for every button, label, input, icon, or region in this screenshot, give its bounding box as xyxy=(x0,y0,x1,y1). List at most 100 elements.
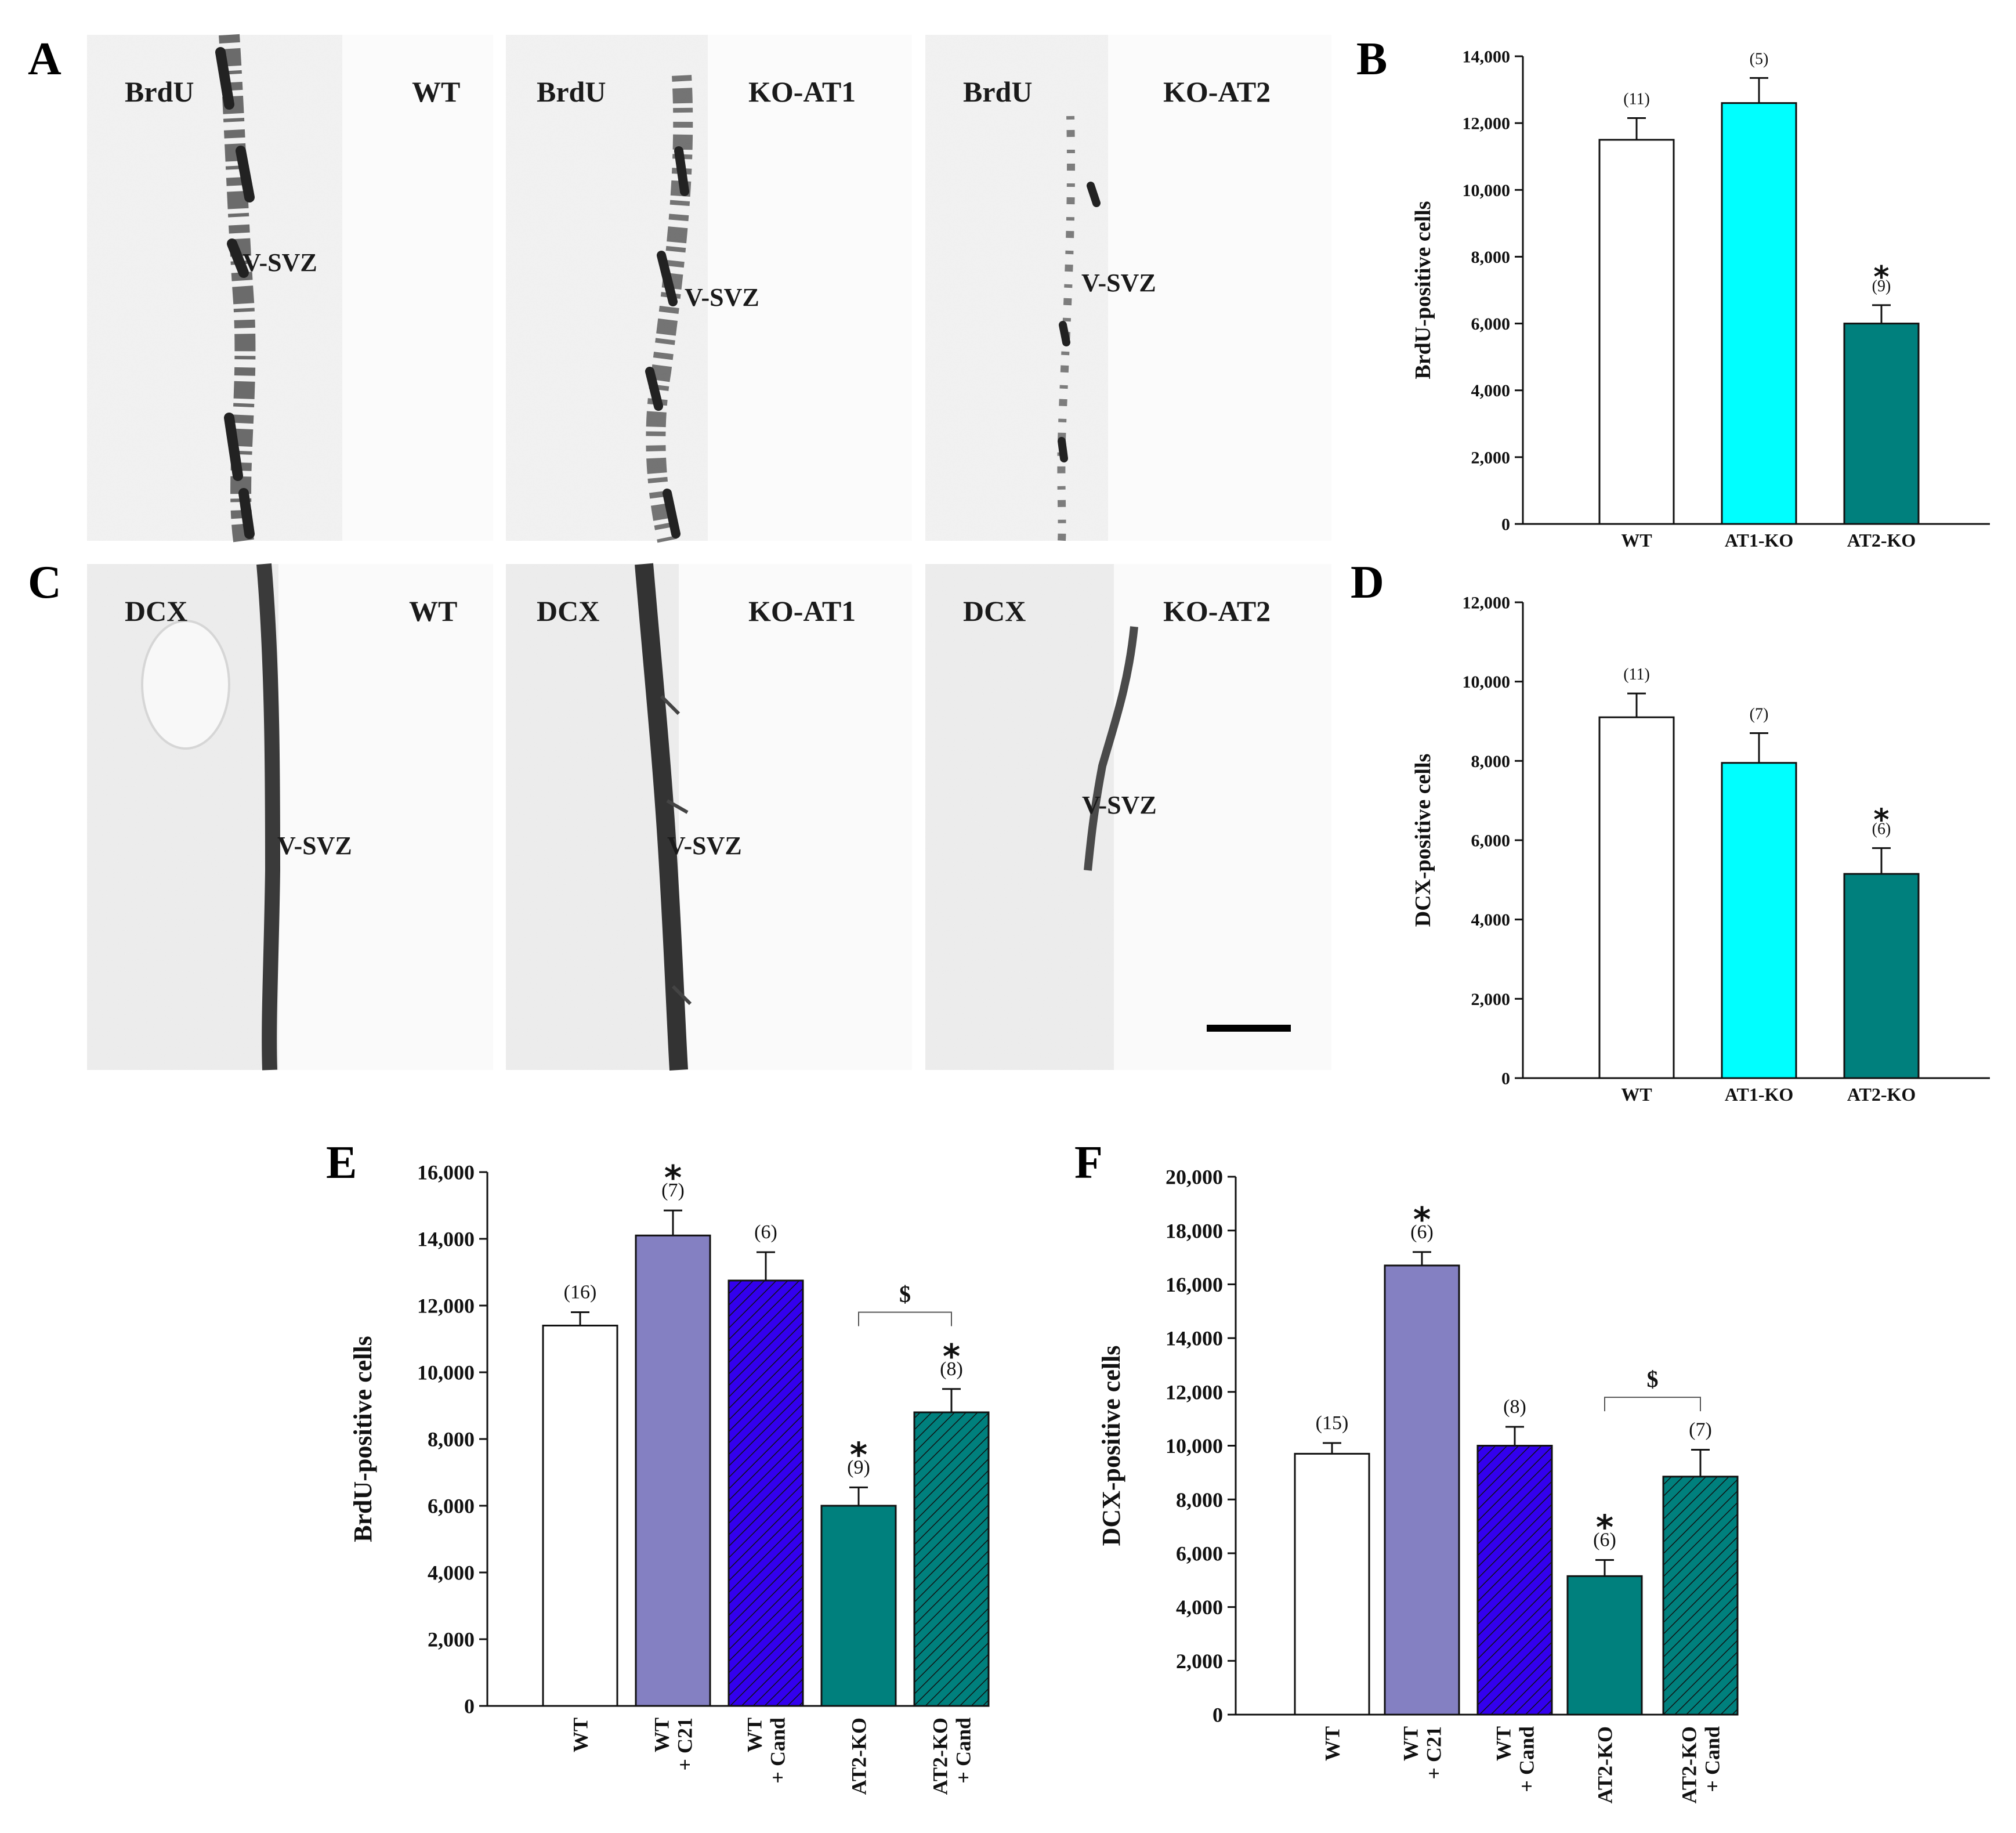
bar xyxy=(542,1325,618,1707)
comparison-bracket xyxy=(1604,1397,1701,1412)
bar xyxy=(635,1234,711,1707)
y-tick-label: 10,000 xyxy=(417,1361,475,1384)
sample-size-label: (7) xyxy=(661,1180,685,1201)
dcx-positive-band xyxy=(256,563,281,1071)
significance-marker: * xyxy=(1596,1507,1613,1547)
x-category-label: + Cand xyxy=(766,1718,790,1784)
micrograph-dcx-ko-at1: DCX KO-AT1 V-SVZ xyxy=(506,563,912,1071)
micrograph-brdu-ko-at1: BrdU KO-AT1 V-SVZ xyxy=(506,35,912,543)
y-tick-label: 0 xyxy=(1501,1069,1510,1089)
panel-a: A BrdU WT V-SVZ BrdU KO-AT1 V-SVZ xyxy=(28,34,1331,543)
y-axis-title: DCX-positive cells xyxy=(1411,754,1435,927)
y-axis-title: DCX-positive cells xyxy=(1097,1346,1125,1546)
bar xyxy=(820,1505,897,1707)
x-category-label: WT xyxy=(1492,1726,1515,1761)
y-tick-label: 8,000 xyxy=(1471,248,1511,267)
bar xyxy=(1721,762,1797,1079)
zone-label: V-SVZ xyxy=(243,248,317,277)
x-category-label: AT1-KO xyxy=(1725,1084,1794,1105)
y-tick-label: 12,000 xyxy=(1463,594,1511,613)
ventricle-lumen xyxy=(679,564,912,1070)
ventricle-lumen xyxy=(1108,35,1331,541)
genotype-label: KO-AT2 xyxy=(1163,595,1271,627)
y-tick-label: 14,000 xyxy=(1463,48,1511,67)
x-category-label: AT2-KO xyxy=(1678,1726,1701,1803)
zone-label: V-SVZ xyxy=(1081,269,1156,297)
sample-size-label: (6) xyxy=(1593,1529,1616,1550)
x-category-label: AT2-KO xyxy=(929,1718,952,1795)
ventricle-lumen xyxy=(1114,564,1331,1070)
significance-marker: * xyxy=(850,1435,867,1474)
brdu-positive-nuclei xyxy=(645,146,689,538)
bar-hatch xyxy=(729,1280,803,1706)
y-axis-title: BrdU-positive cells xyxy=(349,1336,377,1542)
x-category-label: WT xyxy=(1621,1084,1652,1105)
comparison-marker: $ xyxy=(1647,1366,1659,1392)
y-tick-label: 4,000 xyxy=(1176,1596,1223,1619)
x-category-label: + Cand xyxy=(1515,1726,1539,1792)
brdu-positive-nuclei xyxy=(1058,182,1101,462)
dcx-positive-band xyxy=(1084,626,1138,871)
stain-label: BrdU xyxy=(537,75,606,108)
bar xyxy=(1598,716,1675,1079)
y-tick-label: 10,000 xyxy=(1463,673,1511,692)
y-tick-label: 0 xyxy=(464,1695,475,1718)
y-tick-label: 12,000 xyxy=(1166,1380,1223,1404)
significance-marker: * xyxy=(1873,803,1889,838)
sample-size-label: (9) xyxy=(847,1456,870,1478)
sample-size-label: (7) xyxy=(1689,1419,1712,1440)
x-category-label: AT2-KO xyxy=(1594,1726,1617,1803)
y-tick-label: 4,000 xyxy=(428,1561,475,1585)
ventricle-lumen xyxy=(708,35,912,541)
bar-hatch xyxy=(1663,1476,1738,1715)
x-category-label: WT xyxy=(1399,1726,1423,1761)
dcx-positive-band xyxy=(635,563,688,1071)
y-tick-label: 14,000 xyxy=(1166,1327,1223,1350)
y-tick-label: 16,000 xyxy=(417,1161,475,1184)
panel-letter-f: F xyxy=(1074,1137,1103,1188)
micrograph-dcx-ko-at2: DCX KO-AT2 V-SVZ xyxy=(925,564,1331,1070)
neuronal-processes xyxy=(660,695,692,1006)
zone-label: V-SVZ xyxy=(667,831,742,860)
panel-letter-b: B xyxy=(1356,34,1387,85)
sample-size-label: (6) xyxy=(754,1221,777,1243)
blood-vessel xyxy=(141,620,230,750)
bar xyxy=(1598,139,1675,525)
x-category-label: WT xyxy=(1621,530,1652,551)
genotype-label: KO-AT1 xyxy=(748,595,856,627)
sample-size-label: (11) xyxy=(1623,666,1650,684)
comparison-bracket xyxy=(858,1311,952,1326)
y-tick-label: 2,000 xyxy=(1471,448,1511,467)
stain-label: DCX xyxy=(125,595,187,627)
zone-label: V-SVZ xyxy=(685,283,759,312)
sample-size-label: (15) xyxy=(1316,1412,1349,1434)
ventricle-lumen xyxy=(278,564,493,1070)
y-tick-label: 4,000 xyxy=(1471,910,1511,930)
y-tick-label: 12,000 xyxy=(1463,114,1511,133)
y-tick-label: 2,000 xyxy=(428,1628,475,1651)
y-tick-label: 8,000 xyxy=(1176,1488,1223,1512)
panel-letter-c: C xyxy=(28,557,61,608)
y-tick-label: 8,000 xyxy=(1471,752,1511,771)
genotype-label: WT xyxy=(412,75,460,108)
genotype-label: KO-AT1 xyxy=(748,75,856,108)
sample-size-label: (11) xyxy=(1623,91,1650,109)
genotype-label: WT xyxy=(409,595,457,627)
x-category-label: AT2-KO xyxy=(1847,530,1916,551)
panel-letter-d: D xyxy=(1351,557,1384,608)
bar xyxy=(1843,873,1920,1079)
chart-f: F 0 2,000 4,000 6,000 8,000 10,000 12,000 14,00… xyxy=(1074,1137,1739,1803)
comparison-marker: $ xyxy=(899,1281,911,1307)
y-tick-label: 6,000 xyxy=(1471,831,1511,851)
micrograph-dcx-wt: DCX WT V-SVZ xyxy=(87,563,493,1071)
sample-size-label: (7) xyxy=(1750,706,1769,724)
significance-marker: * xyxy=(1413,1199,1431,1239)
x-category-label: WT xyxy=(569,1718,592,1752)
x-category-label: WT xyxy=(650,1718,674,1752)
y-tick-label: 16,000 xyxy=(1166,1273,1223,1296)
y-tick-label: 12,000 xyxy=(417,1295,475,1318)
y-tick-label: 6,000 xyxy=(428,1495,475,1518)
y-axis-title: BrdU-positive cells xyxy=(1411,201,1435,379)
sample-size-label: (8) xyxy=(940,1358,963,1380)
